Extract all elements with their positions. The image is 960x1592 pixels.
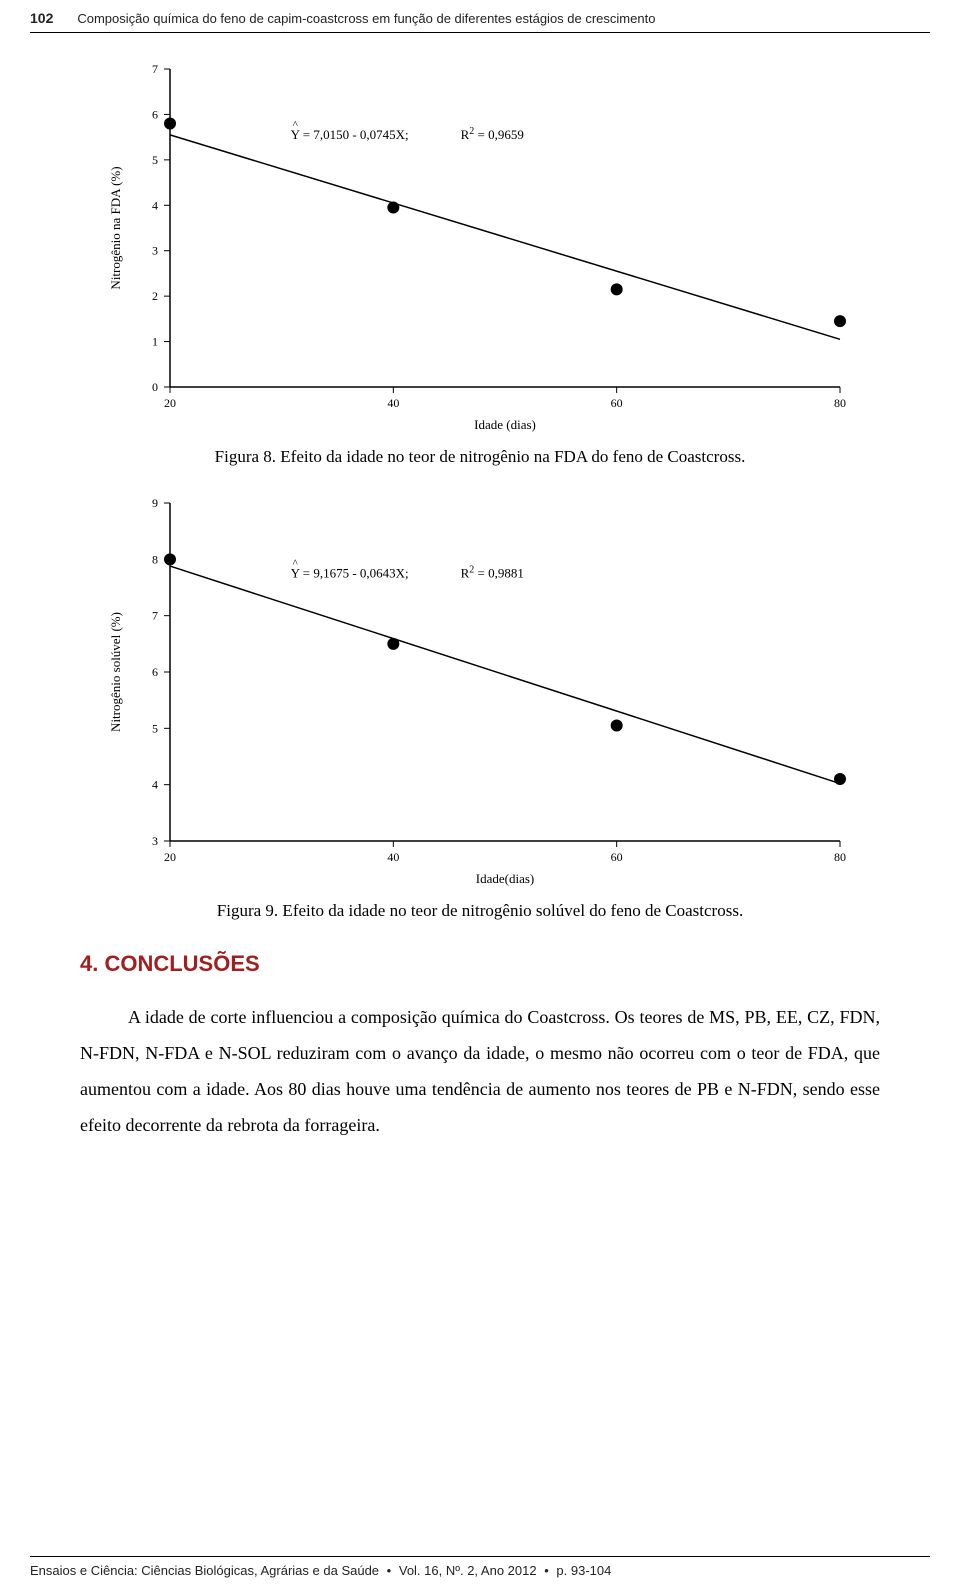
svg-text:^: ^ — [293, 119, 299, 131]
svg-text:9: 9 — [152, 496, 158, 510]
svg-text:Nitrogênio solúvel (%): Nitrogênio solúvel (%) — [108, 612, 123, 732]
figure-8-caption: Figura 8. Efeito da idade no teor de nit… — [0, 447, 960, 467]
svg-text:3: 3 — [152, 244, 158, 258]
svg-text:7: 7 — [152, 62, 158, 76]
svg-text:5: 5 — [152, 153, 158, 167]
footer-sep-2: • — [540, 1563, 553, 1578]
svg-text:2: 2 — [152, 289, 158, 303]
svg-text:Idade(dias): Idade(dias) — [476, 871, 534, 886]
figure-9-caption: Figura 9. Efeito da idade no teor de nit… — [0, 901, 960, 921]
footer-sep-1: • — [383, 1563, 396, 1578]
running-title: Composição química do feno de capim-coas… — [77, 11, 655, 26]
svg-text:Y = 7,0150 - 0,0745X;: Y = 7,0150 - 0,0745X; — [291, 127, 409, 142]
running-header: 102 Composição química do feno de capim-… — [0, 0, 960, 32]
conclusoes-paragraph: A idade de corte influenciou a composiçã… — [80, 999, 880, 1143]
svg-text:6: 6 — [152, 107, 158, 121]
svg-text:80: 80 — [834, 396, 846, 410]
svg-text:Nitrogênio na FDA (%): Nitrogênio na FDA (%) — [108, 166, 123, 289]
header-rule — [30, 32, 930, 33]
figure-9-chart: 3 4 5 6 7 8 9 20 40 60 80 Idade(dias) Nitrogênio sol… — [100, 491, 860, 891]
svg-text:0: 0 — [152, 380, 158, 394]
chart2-svg: 3 4 5 6 7 8 9 20 40 60 80 Idade(dias) Nitrogênio sol… — [100, 491, 860, 891]
footer-journal: Ensaios e Ciência: Ciências Biológicas, … — [30, 1563, 379, 1578]
svg-text:80: 80 — [834, 850, 846, 864]
svg-text:8: 8 — [152, 552, 158, 566]
svg-text:40: 40 — [387, 850, 399, 864]
svg-text:^: ^ — [293, 557, 299, 569]
svg-text:20: 20 — [164, 396, 176, 410]
svg-text:4: 4 — [152, 198, 158, 212]
svg-text:7: 7 — [152, 609, 158, 623]
footer-pages: p. 93-104 — [556, 1563, 611, 1578]
svg-text:6: 6 — [152, 665, 158, 679]
footer-vol: Vol. 16, Nº. 2, Ano 2012 — [399, 1563, 537, 1578]
page-number: 102 — [30, 10, 53, 26]
svg-text:60: 60 — [611, 396, 623, 410]
svg-text:Y = 9,1675 - 0,0643X;: Y = 9,1675 - 0,0643X; — [291, 565, 409, 580]
page-footer: Ensaios e Ciência: Ciências Biológicas, … — [30, 1556, 930, 1578]
svg-text:40: 40 — [387, 396, 399, 410]
figure-8-chart: 0 1 2 3 4 5 6 7 20 40 60 80 Idade (dias) Nitrogênio n… — [100, 57, 860, 437]
chart1-svg: 0 1 2 3 4 5 6 7 20 40 60 80 Idade (dias) Nitrogênio n… — [100, 57, 860, 437]
svg-text:5: 5 — [152, 721, 158, 735]
svg-text:4: 4 — [152, 778, 158, 792]
section-heading-conclusoes: 4. CONCLUSÕES — [80, 951, 880, 977]
svg-text:60: 60 — [611, 850, 623, 864]
svg-text:1: 1 — [152, 335, 158, 349]
svg-text:3: 3 — [152, 834, 158, 848]
svg-text:20: 20 — [164, 850, 176, 864]
svg-text:Idade (dias): Idade (dias) — [474, 417, 536, 432]
